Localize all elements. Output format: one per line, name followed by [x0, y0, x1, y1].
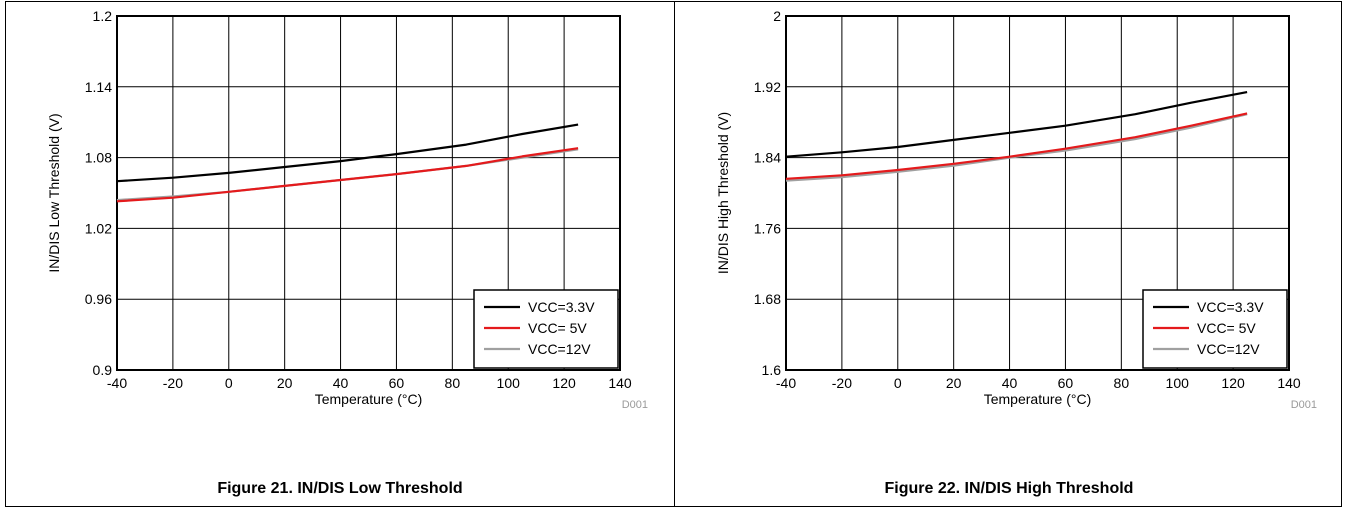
- y-tick-label: 1.68: [754, 291, 781, 307]
- y-tick-label: 0.96: [85, 291, 112, 307]
- y-tick-label: 1.84: [754, 150, 781, 166]
- x-tick-label: 20: [277, 375, 293, 391]
- x-tick-label: 80: [1114, 375, 1130, 391]
- y-tick-label: 1.02: [85, 220, 112, 236]
- series-line-1: [116, 123, 579, 183]
- x-axis-label: Temperature (°C): [984, 391, 1092, 407]
- y-tick-label: 1.14: [85, 79, 112, 95]
- x-tick-label: 140: [1277, 375, 1301, 391]
- x-tick-label: -40: [776, 375, 796, 391]
- y-tick-label: 1.2: [93, 8, 113, 24]
- x-tick-label: 100: [497, 375, 521, 391]
- x-tick-label: 100: [1166, 375, 1190, 391]
- x-tick-label: 40: [333, 375, 349, 391]
- x-tick-label: 80: [445, 375, 461, 391]
- y-axis-label: IN/DIS Low Threshold (V): [46, 113, 62, 272]
- figure-code: D001: [622, 399, 648, 411]
- legend-label: VCC=3.3V: [1197, 299, 1264, 315]
- high-threshold-chart: -40 -20 0 20 40 60 80 100 120 140 1.6 1.68 1.76 1.84 1…: [715, 8, 1317, 411]
- y-tick-label: 1.76: [754, 220, 781, 236]
- plot-border: [116, 15, 621, 371]
- y-axis-label: IN/DIS High Threshold (V): [715, 112, 731, 274]
- series-line-1: [785, 91, 1248, 158]
- legend-label: VCC=3.3V: [528, 299, 595, 315]
- y-tick-label: 1.92: [754, 79, 781, 95]
- x-tick-label: 0: [225, 375, 233, 391]
- figure-21-caption: Figure 21. IN/DIS Low Threshold: [217, 480, 463, 497]
- x-tick-label: -20: [163, 375, 183, 391]
- legend-label: VCC= 5V: [1197, 320, 1256, 336]
- y-tick-label: 1.08: [85, 150, 112, 166]
- y-tick-label: 2: [773, 8, 781, 24]
- legend-label: VCC= 5V: [528, 320, 587, 336]
- legend-label: VCC=12V: [528, 341, 591, 357]
- low-threshold-chart: -40 -20 0 20 40 60 80 100 120 140 0.9 0.96 1.02 1.08 1…: [46, 8, 648, 411]
- x-tick-label: 140: [608, 375, 632, 391]
- figure-frame: [5, 1, 1342, 507]
- figure-21-panel: -40 -20 0 20 40 60 80 100 120 140 0.9 0.96 1.02 1.08 1…: [6, 1, 674, 507]
- x-tick-label: 20: [946, 375, 962, 391]
- figure-code: D001: [1291, 399, 1317, 411]
- x-tick-label: 60: [1058, 375, 1074, 391]
- x-tick-label: 60: [389, 375, 405, 391]
- y-tick-label: 1.6: [762, 362, 782, 378]
- figure-22-panel: -40 -20 0 20 40 60 80 100 120 140 1.6 1.68 1.76 1.84 1…: [675, 1, 1343, 507]
- series-line-2: [785, 112, 1248, 180]
- panel-divider: [674, 1, 675, 507]
- x-tick-label: 120: [552, 375, 576, 391]
- legend-label: VCC=12V: [1197, 341, 1260, 357]
- y-tick-label: 0.9: [93, 362, 113, 378]
- x-tick-label: 0: [894, 375, 902, 391]
- x-axis-label: Temperature (°C): [315, 391, 423, 407]
- x-tick-label: -20: [832, 375, 852, 391]
- x-tick-label: 40: [1002, 375, 1018, 391]
- plot-border: [785, 15, 1290, 371]
- figure-22-caption: Figure 22. IN/DIS High Threshold: [884, 480, 1134, 497]
- x-tick-label: -40: [107, 375, 127, 391]
- series-line-2: [116, 147, 579, 203]
- x-tick-label: 120: [1221, 375, 1245, 391]
